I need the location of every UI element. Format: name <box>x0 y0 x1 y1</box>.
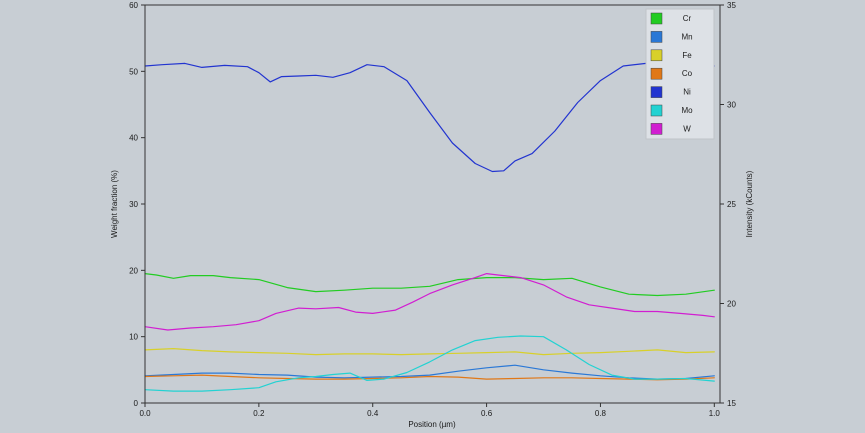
series-line-mn <box>144 364 715 380</box>
y-tick-label: 10 <box>129 333 138 342</box>
y-tick-label: 50 <box>129 67 138 76</box>
legend-swatch-mo <box>650 104 663 117</box>
x-tick-label: 1.0 <box>709 409 721 418</box>
y-tick-label: 30 <box>129 200 138 209</box>
y2-tick-label: 15 <box>727 399 736 408</box>
legend-label: Ni <box>683 88 691 97</box>
y2-tick-label: 35 <box>727 1 736 10</box>
legend-label: Mo <box>681 106 693 115</box>
series-line-cr <box>144 273 715 297</box>
legend-swatch-fe <box>650 49 663 62</box>
legend-swatch-mn <box>650 31 663 43</box>
x-tick-label: 0.6 <box>481 409 493 418</box>
legend-label: Co <box>682 69 693 78</box>
y-tick-label: 60 <box>129 1 138 10</box>
legend-label: Fe <box>682 51 692 60</box>
series-layer <box>144 62 715 392</box>
x-tick-label: 0.0 <box>139 409 151 418</box>
legend-label: W <box>683 124 691 133</box>
x-axis-title: Position (µm) <box>408 420 456 429</box>
legend-swatch-cr <box>650 12 663 25</box>
legend: Cr Mn Fe Co Ni Mo W <box>645 8 715 140</box>
legend-swatch-ni <box>650 86 663 98</box>
x-tick-label: 0.2 <box>253 409 265 418</box>
ticks-layer: 0.0 0.2 0.4 0.6 0.8 1.0 0 10 20 30 40 50 60 15 20 25 30 3… <box>129 1 736 418</box>
series-line-ni <box>144 62 715 173</box>
y-axis-title: Weight fraction (%) <box>110 170 119 238</box>
y2-tick-label: 30 <box>727 101 736 110</box>
x-tick-label: 0.4 <box>367 409 379 418</box>
series-line-co <box>144 374 715 381</box>
x-tick-label: 0.8 <box>595 409 607 418</box>
y2-tick-label: 25 <box>727 200 736 209</box>
series-line-mo <box>144 335 715 392</box>
legend-swatch-w <box>650 123 663 135</box>
y2-tick-label: 20 <box>727 300 736 309</box>
y-tick-label: 0 <box>134 399 139 408</box>
plot-background <box>145 5 720 403</box>
y-tick-label: 40 <box>129 134 138 143</box>
y-tick-label: 20 <box>129 266 138 275</box>
series-line-fe <box>144 348 715 356</box>
legend-swatch-co <box>650 67 663 80</box>
legend-label: Cr <box>683 14 692 23</box>
legend-label: Mn <box>681 32 692 41</box>
series-line-w <box>144 273 715 331</box>
y2-axis-title: Intensity (kCounts) <box>745 170 754 237</box>
